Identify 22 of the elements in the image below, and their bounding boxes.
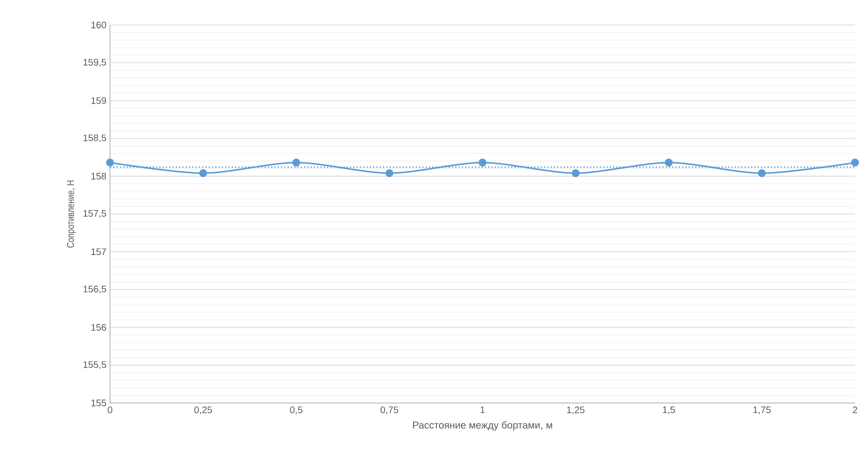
y-tick-label: 155 bbox=[91, 400, 106, 406]
y-tick-label: 158 bbox=[91, 172, 106, 180]
y-tick-label: 156 bbox=[91, 324, 106, 331]
y-tick-label: 158,5 bbox=[84, 134, 106, 142]
x-tick-label: 1,5 bbox=[662, 406, 675, 414]
x-tick-label: 0,25 bbox=[194, 406, 212, 414]
x-tick-label: 0,5 bbox=[290, 406, 302, 414]
y-tick-label: 157,5 bbox=[84, 210, 106, 218]
x-axis-title: Расстояние между бортами, м bbox=[413, 421, 552, 431]
x-tick-label: 0,75 bbox=[380, 406, 398, 414]
x-tick-label: 2 bbox=[852, 406, 858, 414]
x-tick-label: 1 bbox=[480, 406, 485, 414]
y-tick-label: 159 bbox=[91, 97, 106, 104]
y-tick-label: 157 bbox=[91, 248, 106, 256]
y-tick-label: 156,5 bbox=[84, 286, 106, 294]
y-tick-label: 160 bbox=[91, 22, 106, 28]
y-tick-label: 155,5 bbox=[84, 361, 106, 370]
y-tick-label: 159,5 bbox=[84, 58, 106, 67]
x-tick-label: 1,25 bbox=[567, 406, 584, 414]
x-tick-label: 0 bbox=[108, 406, 112, 414]
y-axis-title: Сопротивление, Н bbox=[66, 180, 76, 248]
x-tick-label: 1,75 bbox=[753, 406, 771, 414]
